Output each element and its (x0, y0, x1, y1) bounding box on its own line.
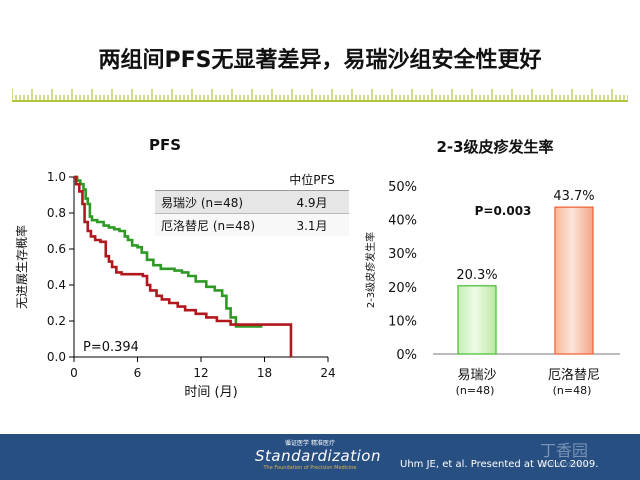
x-tick-label: 6 (134, 366, 142, 380)
ruler-divider (12, 89, 628, 102)
survival-curve-erlotinib (74, 175, 293, 357)
bar (554, 206, 594, 355)
table-cell-median: 4.9月 (275, 190, 349, 214)
table-row: 易瑞沙 (n=48) 4.9月 (155, 190, 349, 214)
y-tick-label: 0.0 (47, 350, 66, 364)
brand-name: Standardization (255, 447, 381, 465)
y-tick-label: 30% (388, 247, 417, 262)
y-tick-label: 0.2 (47, 314, 66, 328)
x-category-label: 易瑞沙 (457, 368, 496, 383)
median-pfs-table: 中位PFS 易瑞沙 (n=48) 4.9月 厄洛替尼 (n=48) 3.1月 (155, 168, 349, 236)
y-tick-label: 40% (388, 214, 417, 229)
y-axis-label: 无进展生存概率 (14, 225, 29, 309)
x-category-note: (n=48) (553, 384, 592, 397)
bar-value-label: 43.7% (553, 189, 594, 204)
table-cell-group: 易瑞沙 (n=48) (155, 190, 275, 214)
p-value-label: P=0.394 (83, 340, 139, 355)
x-category-label: 厄洛替尼 (548, 368, 600, 383)
y-tick-label: 0.4 (47, 278, 66, 292)
x-axis-label: 时间 (月) (184, 385, 237, 400)
x-category-note: (n=48) (456, 384, 495, 397)
table-header-row: 中位PFS (155, 168, 349, 191)
y-tick-label: 0.8 (47, 206, 66, 220)
watermark: 丁香园 WWW.DXY.CN (540, 437, 588, 469)
x-tick-label: 18 (257, 366, 272, 380)
watermark-subtext: WWW.DXY.CN (540, 461, 589, 469)
y-tick-label: 0% (396, 348, 417, 363)
y-tick-label: 50% (388, 180, 417, 195)
table-cell-median: 3.1月 (275, 213, 349, 236)
y-tick-label: 0.6 (47, 242, 66, 256)
brand-logo: 循证医学 精准医疗 Standardization The Foundation… (255, 438, 381, 471)
brand-tagline: 循证医学 精准医疗 (285, 440, 335, 447)
footer-bar (0, 434, 640, 480)
watermark-text: 丁香园 (540, 441, 589, 460)
pfs-km-chart: 0.0 0.2 0.4 0.6 0.8 1.0 0 6 12 18 24 时间 (月) 无进展生存概率 P… (14, 170, 336, 400)
bar-chart-title: 2-3级皮疹发生率 (436, 138, 554, 156)
citation-text: Uhm JE, et al. Presented at WCLC 2009. (400, 459, 599, 470)
bar-value-label: 20.3% (456, 268, 497, 283)
table-row: 厄洛替尼 (n=48) 3.1月 (155, 213, 349, 236)
x-tick-label: 24 (320, 366, 335, 380)
table-header-cell (155, 168, 275, 191)
x-tick-label: 12 (193, 366, 208, 380)
km-chart-title: PFS (148, 136, 182, 154)
slide-title: 两组间PFS无显著差异，易瑞沙组安全性更好 (98, 48, 542, 73)
survival-curve-gefitinib (74, 175, 263, 328)
y-axis-label: 2-3级皮疹发生率 (364, 232, 377, 308)
y-tick-label: 20% (388, 281, 417, 296)
p-value-label: P=0.003 (475, 204, 532, 218)
brand-subline: The Foundation of Precision Medicine (263, 465, 357, 471)
table-cell-group: 厄洛替尼 (n=48) (155, 213, 275, 236)
table-header-cell: 中位PFS (275, 168, 349, 191)
y-tick-label: 1.0 (47, 170, 66, 184)
rash-bar-chart: 0%10%20%30%40%50%2-3级皮疹发生率 20.3%易瑞沙(n=48)… (364, 180, 620, 397)
y-tick-label: 10% (388, 314, 417, 329)
x-tick-label: 0 (70, 366, 78, 380)
bar (457, 285, 497, 355)
